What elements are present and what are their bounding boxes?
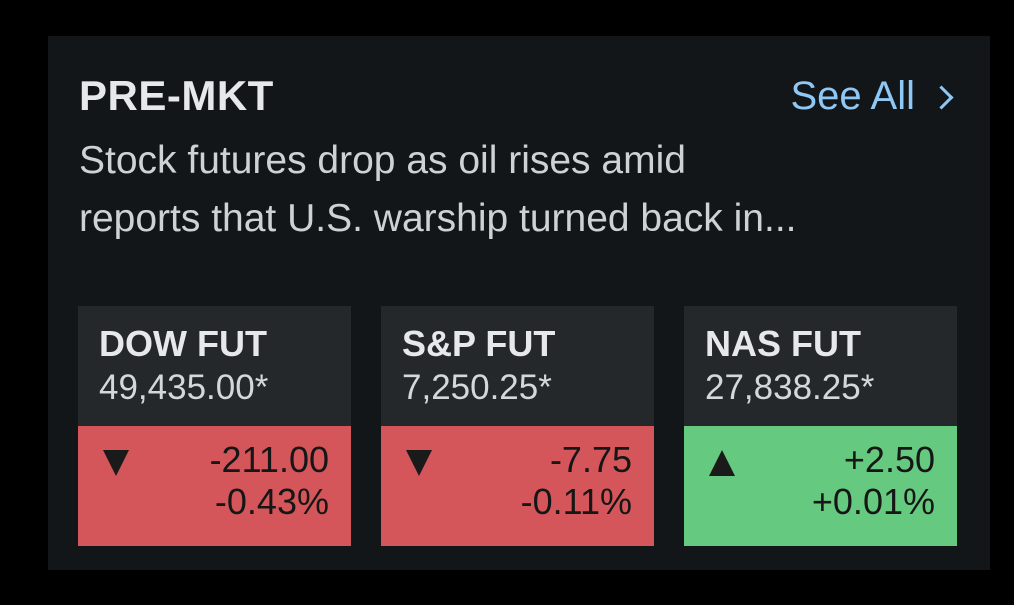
news-headline-link[interactable]: Stock futures drop as oil rises amid rep… — [79, 132, 969, 248]
tile-sp-futures[interactable]: S&P FUT 7,250.25* -7.75 -0.11% — [381, 306, 654, 546]
tile-dow-futures[interactable]: DOW FUT 49,435.00* -211.00 -0.43% — [78, 306, 351, 546]
triangle-down-icon — [406, 450, 432, 476]
tile-name: DOW FUT — [99, 323, 267, 364]
headline-line-2: reports that U.S. warship turned back in… — [79, 197, 797, 240]
tile-header: S&P FUT 7,250.25* — [381, 306, 654, 426]
pre-market-card: PRE-MKT See All Stock futures drop as oi… — [48, 36, 990, 570]
triangle-down-icon — [103, 450, 129, 476]
tile-change-pct: -0.43% — [214, 481, 329, 522]
chevron-right-icon — [929, 84, 954, 110]
tile-price: 49,435.00* — [99, 368, 269, 407]
tile-header: NAS FUT 27,838.25* — [684, 306, 957, 426]
tile-change: -211.00 — [209, 439, 329, 480]
tile-nas-futures[interactable]: NAS FUT 27,838.25* +2.50 +0.01% — [684, 306, 957, 546]
headline-line-1: Stock futures drop as oil rises amid — [79, 139, 686, 182]
card-header: PRE-MKT See All — [79, 74, 954, 118]
tile-change-panel: -7.75 -0.11% — [381, 426, 654, 546]
tile-name: NAS FUT — [705, 323, 861, 364]
see-all-label: See All — [790, 74, 915, 118]
tile-change-panel: +2.50 +0.01% — [684, 426, 957, 546]
futures-tiles: DOW FUT 49,435.00* -211.00 -0.43% S&P FU… — [78, 306, 958, 546]
see-all-link[interactable]: See All — [790, 74, 954, 118]
triangle-up-icon — [709, 450, 735, 476]
tile-price: 7,250.25* — [402, 368, 552, 407]
tile-change: -7.75 — [549, 439, 632, 480]
card-title: PRE-MKT — [79, 72, 274, 119]
tile-header: DOW FUT 49,435.00* — [78, 306, 351, 426]
tile-change-panel: -211.00 -0.43% — [78, 426, 351, 546]
tile-name: S&P FUT — [402, 323, 556, 364]
tile-change: +2.50 — [843, 439, 935, 480]
tile-change-pct: +0.01% — [811, 481, 935, 522]
tile-price: 27,838.25* — [705, 368, 875, 407]
tile-change-pct: -0.11% — [520, 481, 632, 522]
